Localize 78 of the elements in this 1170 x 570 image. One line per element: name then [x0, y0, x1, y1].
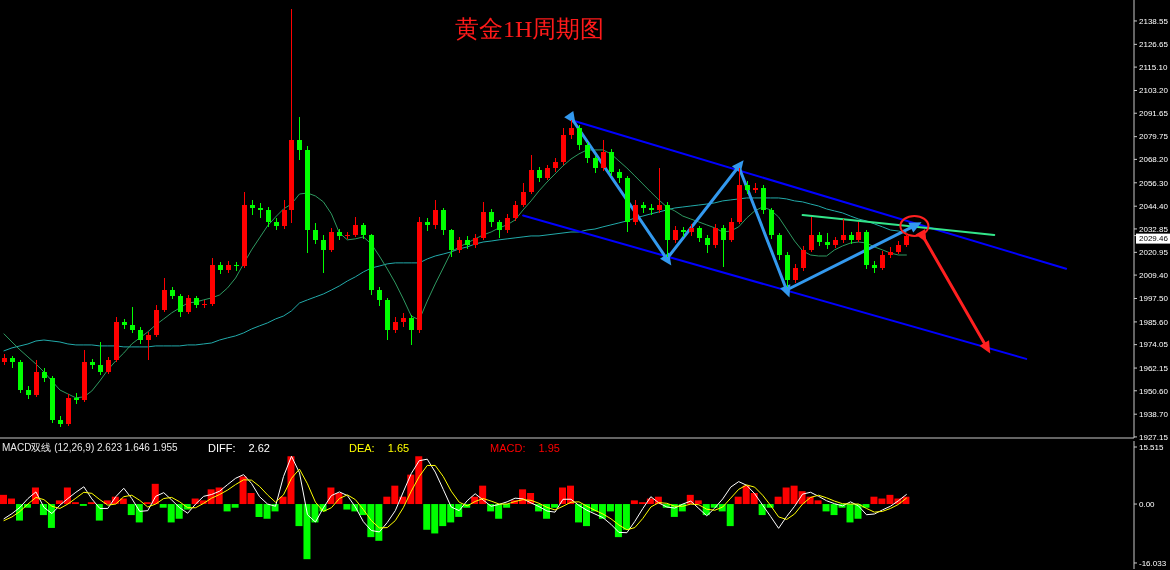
y-tick-label: -16.033	[1139, 558, 1167, 568]
candlestick	[329, 227, 334, 253]
candlestick	[146, 331, 151, 361]
candlestick	[809, 216, 814, 253]
y-tick-label: 2056.30	[1139, 178, 1169, 188]
point	[564, 111, 576, 125]
candlestick	[609, 148, 614, 177]
candlestick	[521, 182, 526, 208]
candlestick	[409, 314, 414, 346]
candlestick	[633, 199, 638, 226]
candlestick	[353, 216, 358, 238]
candlestick	[178, 293, 183, 318]
candlestick	[266, 206, 271, 228]
bar	[95, 504, 103, 521]
line-series	[3, 455, 907, 534]
y-tick-label: 1950.60	[1139, 386, 1169, 396]
candlestick	[601, 139, 606, 172]
y-tick-label: 1927.15	[1139, 432, 1169, 442]
candlestick	[162, 277, 167, 313]
y-tick-label: 1974.05	[1139, 340, 1169, 350]
candlestick	[657, 167, 662, 214]
candlestick	[449, 228, 454, 258]
candlestick	[585, 141, 590, 164]
series-label: DEA: 1.65	[349, 442, 411, 455]
y-tick-label: 1962.15	[1139, 363, 1169, 373]
candlestick	[569, 119, 574, 140]
candlestick	[880, 250, 885, 271]
y-tick-label: 2044.40	[1139, 202, 1169, 212]
y-tick-label: 2032.85	[1139, 224, 1169, 234]
y-tick-label: 15.515	[1139, 442, 1165, 452]
y-tick-label: 2068.20	[1139, 155, 1169, 165]
y-tick-label: 2126.65	[1139, 40, 1169, 50]
y-tick-label: 0.00	[1139, 499, 1156, 509]
y-tick-label: 2079.75	[1139, 132, 1169, 142]
y-tick-label: 2103.20	[1139, 86, 1169, 96]
y-tick-label: 2009.40	[1139, 270, 1169, 280]
candlestick	[313, 222, 318, 245]
candlestick	[297, 116, 302, 161]
text: MACD: 1.95	[490, 442, 561, 455]
candlestick	[321, 234, 326, 274]
candlestick	[186, 294, 191, 315]
y-tick-label: 2115.10	[1139, 62, 1168, 72]
y-tick-label: 2020.95	[1139, 248, 1169, 258]
candlestick	[856, 221, 861, 243]
point	[660, 252, 672, 266]
y-tick-label: 1997.50	[1139, 294, 1169, 304]
point	[780, 284, 791, 298]
candlestick	[729, 217, 734, 243]
candlestick	[777, 232, 782, 261]
candlestick	[577, 124, 582, 151]
y-tick-label: 2138.55	[1139, 16, 1169, 26]
candlestick	[34, 359, 39, 398]
candlestick	[529, 154, 534, 195]
candlestick	[130, 306, 135, 334]
line-series	[3, 464, 907, 531]
point	[731, 160, 744, 173]
candlestick	[721, 224, 726, 268]
series-label: DIFF: 2.62	[208, 442, 271, 455]
candlestick	[793, 263, 798, 284]
y-tick-label: 1985.60	[1139, 317, 1169, 327]
candlestick	[513, 200, 518, 222]
candlestick	[705, 234, 710, 254]
candlestick	[282, 199, 287, 230]
candlestick	[441, 207, 446, 236]
candlestick	[497, 219, 502, 239]
candlestick	[761, 184, 766, 215]
text: 黄金1H周期图	[455, 16, 605, 44]
candlestick	[713, 223, 718, 249]
chart-title: MACD双线 (12,26,9) 2.623 1.646 1.955	[2, 442, 178, 454]
y-tick-label: 2091.65	[1139, 109, 1169, 119]
y-tick-label: 1938.70	[1139, 409, 1169, 419]
candlestick	[801, 245, 806, 272]
text: 2029.46	[1139, 234, 1169, 244]
candlestick	[433, 199, 438, 230]
candlestick	[98, 341, 103, 376]
candlestick	[505, 213, 510, 234]
candlestick	[841, 218, 846, 244]
candlestick	[377, 286, 382, 307]
